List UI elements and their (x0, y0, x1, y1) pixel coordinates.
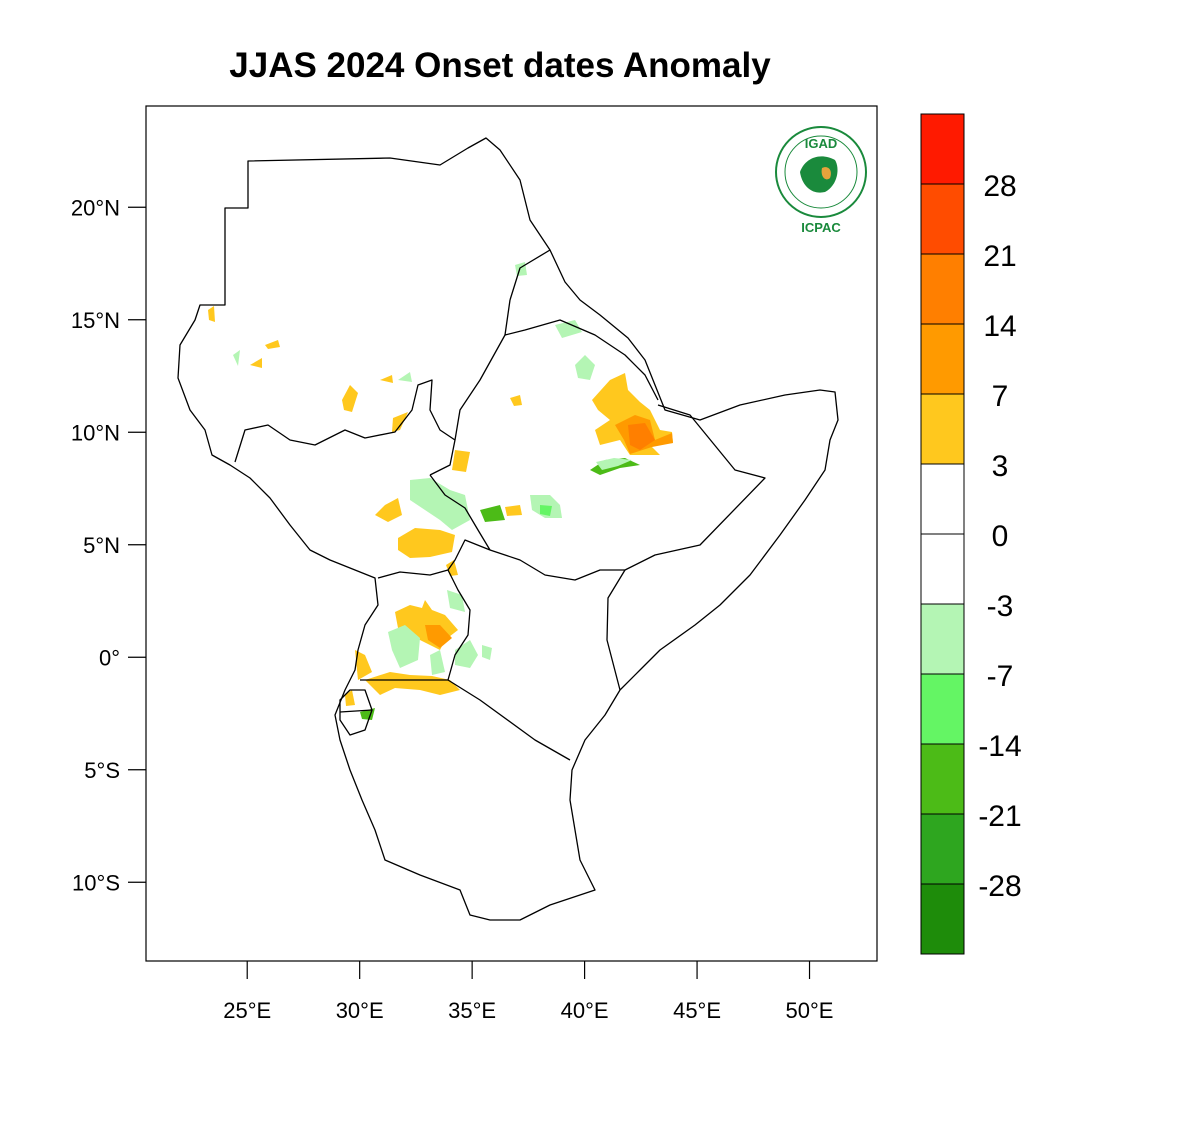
anomaly-patch (250, 358, 262, 368)
anomaly-patch (392, 412, 408, 432)
border-ethiopia-kenya (489, 549, 625, 581)
border-ethiopia-somalia (624, 404, 766, 571)
lon-tick-label: 45°E (673, 998, 721, 1023)
logo-top-text: IGAD (805, 136, 838, 151)
anomaly-patch (540, 505, 552, 516)
border-sudan-southsudan (234, 379, 456, 463)
lat-tick-label: 0° (99, 645, 120, 670)
anomaly-patch (388, 625, 420, 668)
lat-tick-label: 5°S (84, 758, 120, 783)
anomaly-patch (575, 355, 595, 380)
africa-shape-icon (800, 156, 838, 193)
border-rwanda-burundi-split (339, 709, 373, 713)
colorbar-box (920, 743, 965, 815)
logo-inner-ring (784, 135, 858, 209)
anomaly-patch (265, 340, 280, 349)
lon-tick-label: 35°E (448, 998, 496, 1023)
anomaly-patch (482, 645, 492, 660)
colorbar-label: 0 (992, 520, 1009, 553)
icpac-logo: IGAD ICPAC (775, 126, 867, 235)
anomaly-patch (505, 505, 522, 516)
igad-region-icon (821, 167, 831, 180)
anomaly-patch (410, 478, 470, 530)
anomaly-patch (596, 458, 632, 470)
border-southsudan-ethiopia (429, 474, 491, 551)
map-title: JJAS 2024 Onset dates Anomaly (229, 46, 771, 85)
anomaly-patch (452, 450, 470, 472)
colorbar-label: -28 (978, 870, 1021, 903)
colorbar-label: -7 (987, 660, 1014, 693)
colorbar: 28 21 14 7 3 0 -3 -7 -14 -21 -28 (920, 113, 1022, 955)
anomaly-patch (380, 375, 393, 383)
logo-bottom-text: ICPAC (801, 220, 841, 235)
colorbar-box (920, 393, 965, 465)
colorbar-label: 21 (983, 240, 1016, 273)
anomaly-patches (208, 262, 673, 720)
anomaly-patch (398, 372, 412, 382)
lat-tick-label: 20°N (71, 195, 120, 220)
colorbar-box (920, 253, 965, 325)
colorbar-label: -21 (978, 800, 1021, 833)
lat-tick-label: 5°N (83, 533, 120, 558)
colorbar-box (920, 463, 965, 535)
colorbar-box (920, 813, 965, 885)
region-outline (177, 137, 839, 921)
map-axes: 20°N 15°N 10°N 5°N 0° 5°S 10°S 25°E 30°E 35°E 40°E… (71, 195, 834, 1023)
anomaly-patch (233, 350, 240, 366)
anomaly-patch (510, 395, 522, 406)
colorbar-box (920, 673, 965, 745)
anomaly-patch (398, 528, 455, 558)
lon-tick-label: 30°E (336, 998, 384, 1023)
anomaly-patch (425, 625, 452, 648)
lon-tick-label: 25°E (223, 998, 271, 1023)
anomaly-patch (208, 306, 215, 322)
lat-tick-label: 15°N (71, 308, 120, 333)
colorbar-label: 7 (992, 380, 1009, 413)
colorbar-box (920, 113, 965, 185)
border-kenya-tanzania (447, 679, 571, 761)
colorbar-label: -14 (978, 730, 1021, 763)
colorbar-label: 28 (983, 170, 1016, 203)
anomaly-patch (447, 590, 465, 612)
border-sudan-ethiopia (429, 334, 506, 476)
colorbar-box (920, 323, 965, 395)
anomaly-patch (365, 672, 460, 695)
anomaly-patch (480, 505, 505, 522)
anomaly-patch (342, 385, 358, 412)
colorbar-box (920, 533, 965, 605)
anomaly-patch (555, 320, 582, 338)
border-kenya-somalia (606, 569, 626, 691)
border-eritrea-ethiopia (504, 299, 659, 401)
lon-tick-label: 40°E (561, 998, 609, 1023)
border-sudan-eritrea (509, 249, 551, 301)
anomaly-patch (345, 690, 355, 706)
colorbar-box (920, 183, 965, 255)
colorbar-label: 14 (983, 310, 1016, 343)
anomaly-patch (355, 650, 372, 680)
anomaly-patch (430, 650, 445, 675)
colorbar-box (920, 883, 965, 955)
lon-tick-label: 50°E (786, 998, 834, 1023)
colorbar-label: 3 (992, 450, 1009, 483)
map-frame (145, 105, 878, 962)
anomaly-patch (375, 498, 402, 522)
colorbar-label: -3 (987, 590, 1014, 623)
border-uganda-kenya (447, 569, 471, 681)
border-rwanda-burundi (339, 689, 373, 736)
colorbar-box (920, 603, 965, 675)
country-borders (177, 137, 839, 921)
lat-tick-label: 10°N (71, 420, 120, 445)
lat-tick-label: 10°S (72, 870, 120, 895)
anomaly-patch (628, 423, 655, 450)
